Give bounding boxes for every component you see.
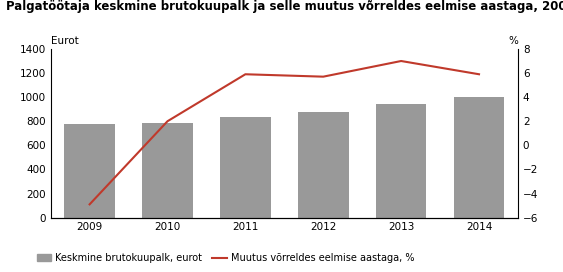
Bar (298, 112, 348, 218)
Legend: Keskmine brutokuupalk, eurot, Muutus võrreldes eelmise aastaga, %: Keskmine brutokuupalk, eurot, Muutus võr… (33, 249, 418, 267)
Text: Eurot: Eurot (51, 36, 78, 46)
Bar (376, 104, 426, 218)
Bar (220, 116, 271, 218)
Text: %: % (508, 36, 518, 46)
Bar (64, 124, 115, 218)
Bar (142, 123, 193, 218)
Text: Palgatöötaja keskmine brutokuupalk ja selle muutus võrreldes eelmise aastaga, 20: Palgatöötaja keskmine brutokuupalk ja se… (6, 0, 563, 13)
Bar (454, 97, 504, 218)
